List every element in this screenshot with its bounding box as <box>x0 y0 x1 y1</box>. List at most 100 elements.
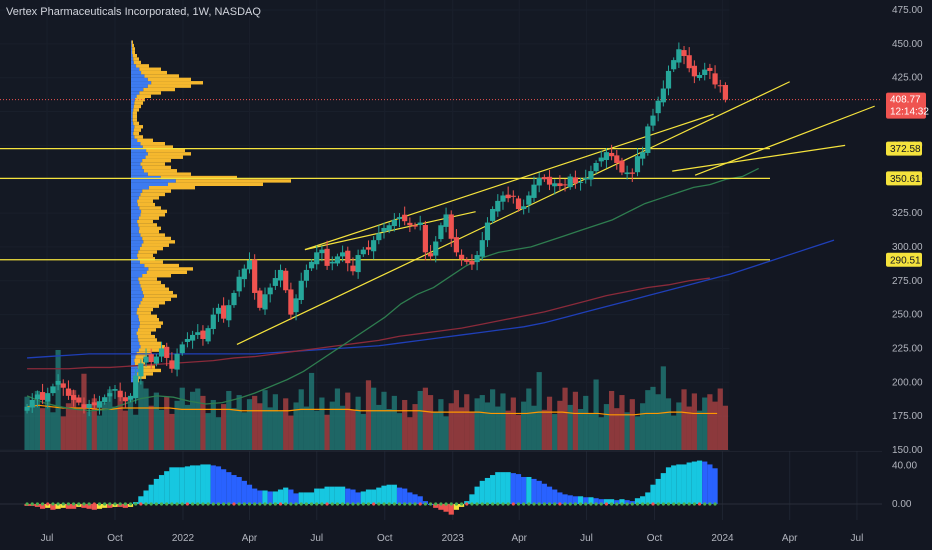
level-tag-label: 350.61 <box>890 174 921 185</box>
candle-body <box>340 252 346 257</box>
osc-bar <box>443 504 449 512</box>
profile-bin-buy <box>131 121 134 126</box>
osc-bar <box>86 504 92 509</box>
time-tick-label: Oct <box>647 533 663 544</box>
osc-bar <box>91 504 97 510</box>
osc-signal-dot <box>527 502 531 506</box>
osc-signal-dot <box>692 502 696 506</box>
profile-bin-sell <box>145 155 183 159</box>
osc-bar <box>526 476 532 504</box>
osc-bar <box>283 487 289 504</box>
profile-bin-buy <box>131 284 141 288</box>
volume-bar <box>386 409 392 450</box>
osc-bar <box>174 467 180 504</box>
osc-signal-dot <box>108 502 112 506</box>
candle-body <box>60 383 66 388</box>
profile-bin-buy <box>131 125 135 129</box>
osc-bar <box>510 473 516 504</box>
profile-bin-sell <box>142 290 173 295</box>
osc-bar <box>686 462 692 504</box>
osc-signal-dot <box>51 502 55 506</box>
volume-bar <box>665 398 672 450</box>
osc-bar <box>417 496 423 504</box>
volume-bar <box>407 417 413 450</box>
candle-body <box>189 334 196 341</box>
profile-bin-buy <box>131 216 139 220</box>
oscillator-axis[interactable]: 40.00 0.00 <box>892 460 917 510</box>
volume-bar <box>29 404 35 450</box>
osc-signal-dot <box>522 502 526 506</box>
profile-bin-buy <box>131 108 134 112</box>
candle-body <box>272 278 278 286</box>
price-tick-label: 325.00 <box>892 208 923 219</box>
candle-body <box>686 55 692 69</box>
profile-bin-sell <box>132 50 135 54</box>
osc-signal-dot <box>615 502 619 506</box>
profile-bin-sell <box>141 209 167 214</box>
profile-bin-buy <box>131 189 143 193</box>
profile-bin-sell <box>138 250 157 254</box>
volume-bar <box>433 412 439 450</box>
profile-bin-buy <box>131 138 138 142</box>
volume-bar <box>205 413 211 450</box>
candle-body <box>634 156 641 173</box>
osc-bar <box>712 468 718 504</box>
osc-bar <box>505 472 511 504</box>
osc-bar <box>500 472 506 504</box>
volume-bar <box>722 405 729 450</box>
osc-signal-dot <box>372 502 376 506</box>
profile-bin-buy <box>131 223 139 227</box>
candle-body <box>355 255 361 273</box>
osc-signal-dot <box>537 502 541 506</box>
volume-bar <box>443 416 449 450</box>
profile-bin-sell <box>138 314 157 318</box>
profile-bin-buy <box>131 348 139 352</box>
profile-bin-buy <box>131 243 142 247</box>
profile-bin-buy <box>131 267 149 271</box>
osc-bar <box>665 467 672 504</box>
candle-body <box>148 354 154 362</box>
candle-body <box>86 403 92 409</box>
candle-body <box>65 388 72 396</box>
osc-signal-dot <box>604 502 609 506</box>
osc-signal-dot <box>356 502 360 506</box>
profile-bin-buy <box>131 155 146 159</box>
volume-bar <box>490 389 496 450</box>
osc-signal-dot <box>82 502 86 506</box>
profile-bin-buy <box>131 128 134 132</box>
profile-bin-buy <box>131 226 140 230</box>
candle-body <box>298 280 304 300</box>
candle-body <box>91 402 97 406</box>
volume-bar <box>200 395 206 450</box>
osc-signal-dot <box>703 502 707 506</box>
profile-bin-sell <box>137 219 153 224</box>
profile-bin-sell <box>136 331 151 335</box>
osc-signal-dot <box>330 502 334 506</box>
osc-bar <box>371 489 377 504</box>
profile-bin-sell <box>143 240 175 244</box>
osc-bar <box>671 465 677 504</box>
time-tick-label: Jul <box>41 533 54 544</box>
osc-bar <box>490 475 496 504</box>
candle-body <box>117 390 123 398</box>
time-tick-label: Oct <box>377 533 393 544</box>
osc-bar <box>164 471 170 504</box>
candle-body <box>76 397 82 403</box>
osc-signal-dot <box>656 502 660 506</box>
time-axis[interactable]: Jul Oct 2022 Apr Jul Oct 2023 Apr Jul Oct 2024 Apr J… <box>41 533 864 544</box>
osc-bar <box>484 477 491 504</box>
osc-bar <box>138 496 144 504</box>
profile-bin-buy <box>131 307 138 312</box>
profile-bin-buy <box>131 213 141 217</box>
profile-bin-buy <box>131 142 141 146</box>
osc-bar <box>303 492 310 504</box>
osc-signal-dot <box>144 502 148 506</box>
candle-body <box>603 152 610 161</box>
price-tick-label: 475.00 <box>892 5 923 16</box>
volume-bar <box>536 372 542 450</box>
candle-body <box>112 389 118 391</box>
profile-bin-sell <box>134 135 143 139</box>
candle-body <box>557 183 563 186</box>
candle-body <box>484 222 491 241</box>
